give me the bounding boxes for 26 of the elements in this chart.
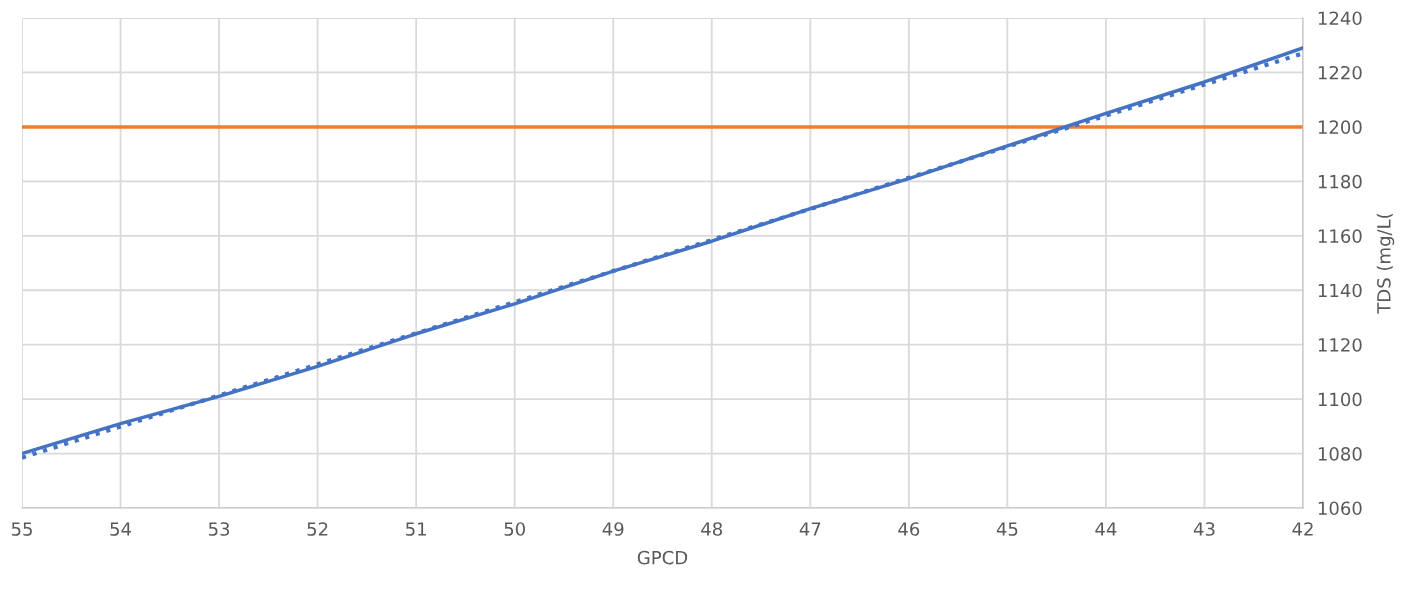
x-tick-label: 46 — [898, 522, 920, 536]
y-tick-label: 1220 — [1318, 65, 1362, 80]
x-tick-label: 55 — [11, 522, 32, 536]
x-tick-label: 51 — [406, 522, 426, 536]
x-tick-label: 54 — [110, 522, 132, 536]
x-tick-label: 44 — [1095, 522, 1117, 536]
x-tick-label: 48 — [701, 522, 723, 536]
y-tick-label: 1240 — [1318, 11, 1362, 26]
y-tick-label: 1200 — [1318, 120, 1362, 135]
x-tick-label: 47 — [799, 522, 821, 536]
y-tick-label: 1140 — [1318, 283, 1362, 298]
x-tick-label: 43 — [1193, 522, 1215, 536]
x-tick-label: 42 — [1292, 522, 1313, 536]
y-tick-label: 1060 — [1318, 501, 1362, 516]
x-tick-label: 52 — [307, 522, 328, 536]
y-tick-label: 1160 — [1318, 229, 1362, 243]
y-tick-label: 1120 — [1318, 338, 1362, 352]
x-tick-label: 50 — [504, 522, 525, 536]
x-tick-label: 45 — [996, 522, 1018, 536]
y-axis-title: TDS (mg/L( — [1376, 213, 1395, 314]
y-tick-label: 1100 — [1318, 392, 1362, 407]
x-tick-label: 53 — [208, 522, 230, 536]
y-tick-label: 1080 — [1318, 447, 1362, 461]
x-tick-label: 49 — [602, 522, 624, 536]
y-tick-label: 1180 — [1318, 174, 1362, 189]
x-axis-title: GPCD — [637, 550, 688, 565]
